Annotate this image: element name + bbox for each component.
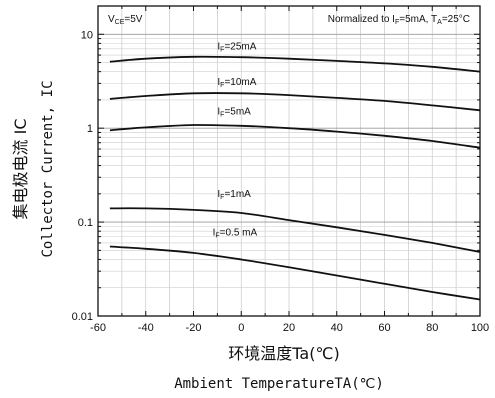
series-label-rest: =1mA (224, 189, 251, 200)
series-label-rest: =10mA (224, 77, 256, 88)
condition-norm-p3: =25°C (442, 14, 470, 25)
x-tick-label: 100 (471, 322, 489, 334)
series-line (109, 124, 481, 149)
series-label-main: I (217, 41, 220, 52)
condition-norm-p1: Normalized to I (328, 14, 395, 25)
condition-vce-rest: =5V (124, 14, 142, 25)
condition-norm-p2: =5mA, T (399, 14, 437, 25)
y-tick-label: 0.01 (72, 311, 93, 323)
series-label-main: I (217, 106, 220, 117)
series-label: IF=0.5 mA (213, 227, 258, 239)
condition-vce-sub: CE (115, 19, 125, 26)
series-label: IF=1mA (217, 189, 251, 201)
x-tick-label: -40 (138, 322, 154, 334)
x-tick-label: 60 (378, 322, 390, 334)
series-label-rest: =25mA (224, 41, 256, 52)
x-tick-label: 0 (238, 322, 244, 334)
series-label: IF=10mA (217, 77, 256, 89)
condition-norm-s1: F (395, 19, 399, 26)
condition-normalized-label: Normalized to IF=5mA, TA=25°C (328, 14, 470, 26)
series-lines (109, 55, 481, 301)
y-tick-label: 10 (81, 29, 93, 41)
series-line (109, 92, 481, 112)
y-tick-label: 1 (87, 123, 93, 135)
series-label-sub: F (220, 111, 224, 118)
series-label-rest: =0.5 mA (220, 227, 258, 238)
x-tick-label: 40 (331, 322, 343, 334)
series-label-main: I (213, 227, 216, 238)
series-label: IF=25mA (217, 41, 256, 53)
x-tick-label: -60 (90, 322, 106, 334)
series-label-rest: =5mA (224, 106, 251, 117)
series-label-main: I (217, 77, 220, 88)
x-tick-label: 20 (283, 322, 295, 334)
series-line (109, 207, 481, 253)
series-label: IF=5mA (217, 106, 251, 118)
y-tick-label: 0.1 (78, 217, 93, 229)
condition-vce-label: VCE=5V (108, 14, 143, 26)
condition-vce-main: V (108, 14, 115, 25)
series-line (109, 245, 481, 301)
y-axis-title-chinese: 集电极电流 IC (11, 119, 30, 220)
y-axis-title-english: Collector Current, IC (40, 80, 56, 257)
x-tick-label: 80 (426, 322, 438, 334)
series-label-sub: F (220, 46, 224, 53)
x-axis-title-english: Ambient TemperatureTA(℃) (174, 376, 384, 392)
axis-ticks: -60 -40 -20 0 20 40 60 80 100 0.01 0.1 1 10 (72, 5, 489, 334)
x-axis-title-chinese: 环境温度Ta(℃) (228, 344, 339, 363)
series-label-main: I (217, 189, 220, 200)
x-tick-label: -20 (186, 322, 202, 334)
series-line (109, 55, 481, 73)
condition-norm-s2: A (437, 19, 442, 26)
series-label-sub: F (220, 82, 224, 89)
series-label-sub: F (220, 194, 224, 201)
series-label-sub: F (215, 232, 219, 239)
